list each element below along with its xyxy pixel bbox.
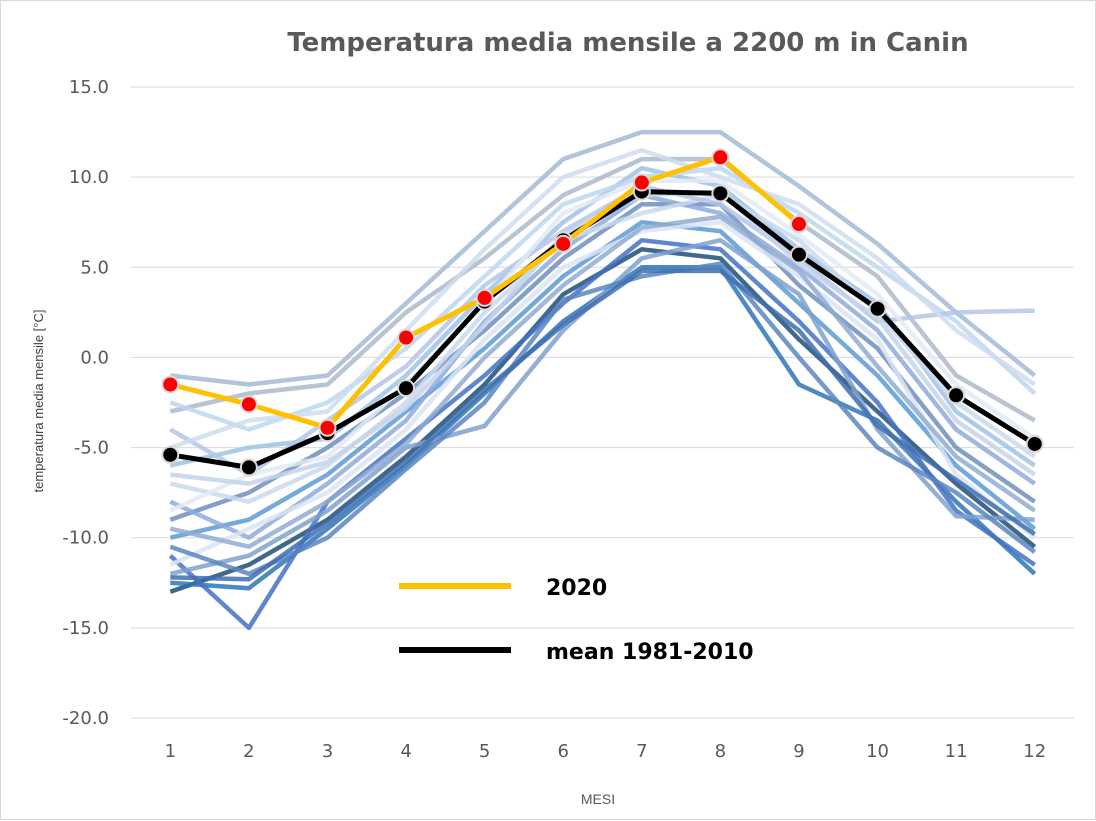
series-2020-marker	[239, 395, 258, 414]
y-tick-label: -10.0	[62, 528, 109, 549]
background-series-line	[169, 214, 1036, 549]
series-markers	[161, 148, 1044, 477]
y-tick-label: 15.0	[69, 77, 109, 98]
series-2020-marker	[318, 418, 337, 437]
legend: 2020 mean 1981-2010	[399, 576, 754, 665]
background-series-line	[170, 268, 1036, 582]
series-mean-marker	[161, 445, 180, 464]
background-series-line	[169, 147, 1036, 450]
y-tick-label: 5.0	[80, 257, 109, 278]
y-tick-label: -20.0	[62, 708, 109, 729]
background-series-line	[170, 129, 1037, 387]
series-2020-marker	[711, 148, 730, 167]
series-mean-marker	[868, 299, 887, 318]
chart-title: Temperatura media mensile a 2200 m in Ca…	[287, 28, 968, 58]
x-tick-label: 1	[165, 741, 176, 762]
x-tick-label: 7	[636, 741, 647, 762]
series-mean-marker	[239, 458, 258, 477]
x-tick-label: 3	[322, 741, 333, 762]
background-series-line	[169, 165, 1037, 432]
series-2020-marker	[161, 375, 180, 394]
x-tick-label: 2	[243, 741, 254, 762]
x-tick-labels: 1 2 3 4 5 6 7 8 9 10 11 12	[165, 741, 1047, 762]
legend-label-2020: 2020	[546, 576, 607, 601]
legend-label-mean: mean 1981-2010	[546, 640, 754, 665]
background-series-line	[169, 237, 1035, 576]
background-series-line	[169, 178, 1036, 513]
background-series-line	[170, 265, 1037, 591]
y-tick-label: 0.0	[80, 347, 109, 368]
y-tick-label: -15.0	[62, 618, 109, 639]
series-mean-marker	[947, 386, 966, 405]
background-series-line	[169, 192, 1036, 540]
series-mean-marker	[711, 184, 730, 203]
y-axis-label: temperatura media mensile [°C]	[31, 310, 46, 493]
background-series-line	[169, 192, 1036, 504]
series-mean-marker	[1025, 434, 1044, 453]
x-tick-label: 8	[715, 741, 726, 762]
background-series-line	[168, 237, 1036, 631]
x-tick-label: 10	[866, 741, 889, 762]
x-axis-label: MESI	[581, 791, 615, 807]
background-series-line	[169, 156, 1036, 423]
x-tick-label: 12	[1023, 741, 1046, 762]
background-series-line	[169, 261, 1037, 577]
x-tick-label: 9	[793, 741, 804, 762]
series-mean-marker	[397, 379, 416, 398]
background-series-lines	[168, 129, 1037, 631]
series-2020-marker	[475, 288, 494, 307]
x-tick-label: 4	[400, 741, 411, 762]
x-tick-label: 11	[945, 741, 968, 762]
series-2020-marker	[397, 328, 416, 347]
x-tick-label: 5	[479, 741, 490, 762]
y-tick-labels: 15.0 10.0 5.0 0.0 -5.0 -10.0 -15.0 -20.0	[62, 77, 109, 729]
series-2020-marker	[789, 215, 808, 234]
series-2020-marker	[632, 173, 651, 192]
y-tick-label: 10.0	[69, 167, 109, 188]
background-series-line	[169, 219, 1037, 567]
series-2020-marker	[554, 234, 573, 253]
y-tick-label: -5.0	[74, 438, 109, 459]
x-tick-label: 6	[557, 741, 568, 762]
series-mean-marker	[789, 245, 808, 264]
